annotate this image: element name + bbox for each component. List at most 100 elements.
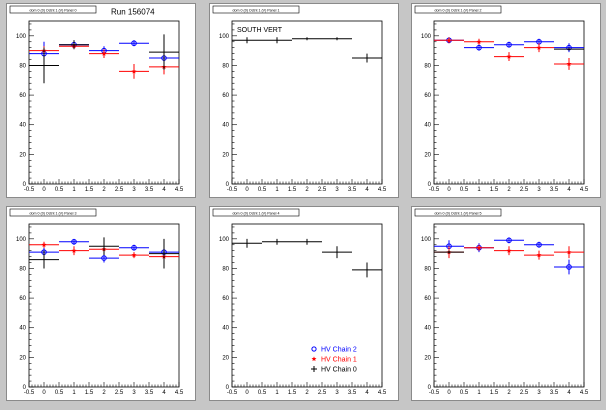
- x-tick-label: 4: [162, 390, 166, 396]
- data-point: [524, 43, 554, 53]
- plot-frame: [231, 20, 383, 185]
- x-tick-label: 4: [365, 187, 369, 193]
- pad-0: dom 0 (0) Octnt 1 (V) Panel 0 -0.5 0 0.5 1 1.…: [6, 3, 196, 198]
- pad-title: dom 0 (0) Octnt 1 (V) Panel 5: [435, 212, 482, 216]
- data-point: [322, 246, 352, 259]
- x-tick-label: 4.5: [378, 187, 387, 193]
- x-tick-label: 3.5: [145, 187, 154, 193]
- y-tick-label: 20: [19, 355, 26, 361]
- y-tick-label: 0: [23, 182, 27, 188]
- data-point: [434, 250, 464, 254]
- data-point: [292, 238, 322, 245]
- data-point: [434, 37, 464, 44]
- data-point: [464, 244, 494, 251]
- y-tick-label: 100: [219, 34, 230, 40]
- pad-title-box: [212, 5, 300, 14]
- x-tick-label: 4.5: [175, 390, 184, 396]
- pad-5: dom 0 (0) Octnt 1 (V) Panel 5 -0.5 0 0.5 1 1.…: [411, 206, 601, 401]
- x-tick-label: 0.5: [55, 390, 64, 396]
- x-tick-label: 4: [567, 390, 571, 396]
- plot-frame: [28, 20, 180, 185]
- x-tick-label: 2: [102, 187, 106, 193]
- y-tick-label: 20: [222, 355, 229, 361]
- x-tick-label: 0: [447, 187, 451, 193]
- x-tick-label: 2.5: [520, 187, 529, 193]
- pad-title-box: [212, 208, 300, 217]
- star-marker: [131, 252, 137, 258]
- x-tick-label: 0: [42, 187, 46, 193]
- x-tick-label: 0: [245, 187, 249, 193]
- y-tick-label: 40: [424, 123, 431, 129]
- data-point: [292, 37, 322, 41]
- data-point: [352, 262, 382, 278]
- x-tick-label: 4.5: [175, 187, 184, 193]
- data-point: [554, 58, 584, 70]
- y-tick-label: 20: [424, 355, 431, 361]
- x-tick-label: -0.5: [227, 187, 238, 193]
- y-tick-label: 0: [23, 385, 27, 391]
- y-tick-label: 0: [428, 385, 432, 391]
- x-tick-label: -0.5: [429, 390, 440, 396]
- y-tick-label: 40: [424, 326, 431, 332]
- data-point: [524, 241, 554, 248]
- data-point: [119, 252, 149, 259]
- x-tick-label: -0.5: [24, 390, 35, 396]
- data-point: [554, 246, 584, 259]
- x-tick-label: 3: [537, 187, 541, 193]
- x-tick-label: 2.5: [115, 390, 124, 396]
- data-point: [29, 47, 59, 84]
- circle-marker: [101, 255, 107, 261]
- legend-circle-marker: [311, 346, 317, 352]
- x-tick-label: 3: [132, 390, 136, 396]
- pad-title-box: [414, 208, 502, 217]
- data-point: [89, 49, 119, 59]
- star-marker: [131, 68, 137, 74]
- star-marker: [446, 37, 452, 43]
- y-tick-label: 100: [219, 237, 230, 243]
- data-point: [494, 41, 524, 48]
- y-tick-label: 80: [19, 266, 26, 272]
- data-point: [262, 238, 292, 245]
- data-point: [494, 237, 524, 244]
- x-tick-label: 2: [305, 187, 309, 193]
- pad-2: dom 0 (0) Octnt 1 (V) Panel 2 -0.5 0 0.5 1 1.…: [411, 3, 601, 198]
- x-tick-label: 0.5: [55, 187, 64, 193]
- x-tick-label: 3: [335, 390, 339, 396]
- star-marker: [536, 252, 542, 258]
- data-point: [554, 259, 584, 275]
- circle-marker: [536, 241, 542, 248]
- data-point: [232, 238, 262, 248]
- pad-3: dom 0 (0) Octnt 1 (V) Panel 3 -0.5 0 0.5 1 1.…: [6, 206, 196, 401]
- x-tick-label: 0: [245, 390, 249, 396]
- y-tick-label: 40: [222, 123, 229, 129]
- x-tick-label: 2.5: [318, 187, 327, 193]
- y-tick-label: 0: [226, 182, 230, 188]
- pad-4: dom 0 (0) Octnt 1 (V) Panel 4 -0.5 0 0.5 1 1.…: [209, 206, 399, 401]
- x-tick-label: 3: [132, 187, 136, 193]
- x-tick-label: 3: [335, 187, 339, 193]
- pad-title-box: [414, 5, 502, 14]
- y-tick-label: 60: [424, 296, 431, 302]
- y-tick-label: 80: [424, 63, 431, 69]
- plot-svg-1: dom 0 (0) Octnt 1 (V) Panel 1-0.5 0 0.5 1 1.…: [212, 5, 387, 193]
- plot-svg-3: dom 0 (0) Octnt 1 (V) Panel 3-0.5 0 0.5 1 1.…: [9, 208, 184, 396]
- x-tick-label: 2.5: [115, 187, 124, 193]
- data-point: [89, 237, 119, 256]
- data-point: [119, 244, 149, 251]
- y-tick-label: 100: [16, 237, 27, 243]
- south-vert-label: SOUTH VERT: [237, 27, 283, 34]
- y-tick-label: 80: [424, 266, 431, 272]
- pad-title: dom 0 (0) Octnt 1 (V) Panel 1: [233, 9, 280, 13]
- x-tick-label: 1.5: [490, 187, 499, 193]
- data-point: [352, 53, 382, 63]
- star-marker: [536, 45, 542, 50]
- star-marker: [506, 53, 512, 59]
- x-tick-label: 1.5: [288, 390, 297, 396]
- x-tick-label: 0: [447, 390, 451, 396]
- x-tick-label: 3.5: [550, 187, 559, 193]
- x-tick-label: 2: [305, 390, 309, 396]
- data-point: [464, 38, 494, 45]
- x-tick-label: 0.5: [258, 390, 267, 396]
- x-tick-label: 4: [162, 187, 166, 193]
- pad-title: dom 0 (0) Octnt 1 (V) Panel 3: [30, 212, 77, 216]
